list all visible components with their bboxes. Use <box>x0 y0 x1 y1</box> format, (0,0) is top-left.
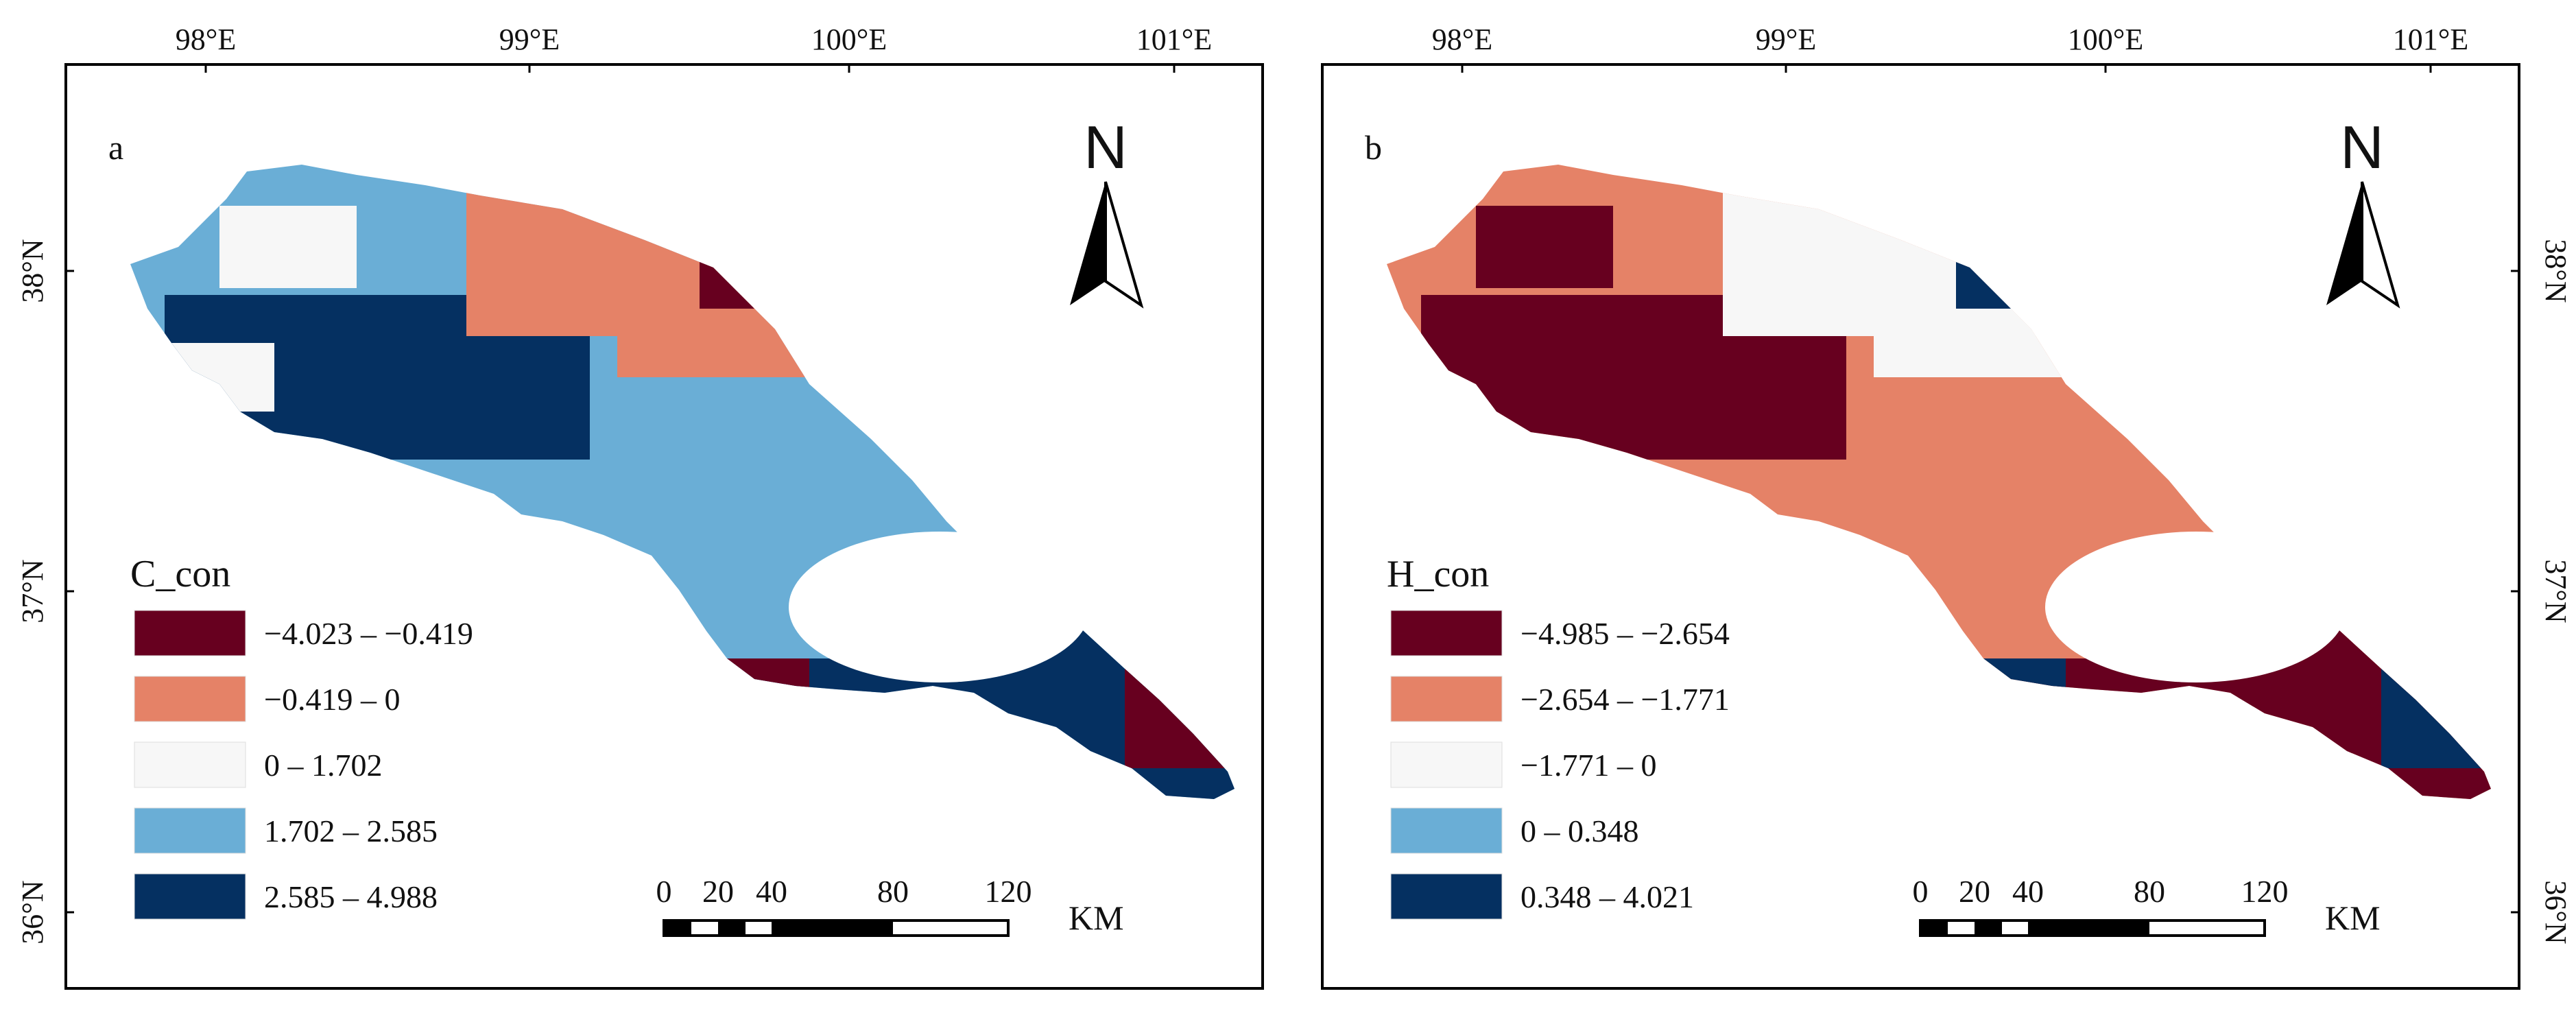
legend-label: −4.985 – −2.654 <box>1520 616 1730 651</box>
north-label: N <box>2340 113 2384 181</box>
panel-b: b 98°E 99°E 100°E 101°E 38°N 37°N 36°N <box>1321 23 2573 990</box>
region-patch <box>1476 206 1613 288</box>
scale-tick: 120 <box>2241 874 2289 909</box>
legend: H_con −4.985 – −2.654 −2.654 – −1.771 −1… <box>1387 553 1730 920</box>
scale-unit: KM <box>1069 899 1124 937</box>
north-arrow: N <box>2326 113 2400 309</box>
legend-label: −0.419 – 0 <box>264 682 400 717</box>
lat-tick-37: 37°N <box>16 559 49 623</box>
lat-tick-38: 38°N <box>16 239 49 302</box>
scale-tick: 20 <box>702 874 734 909</box>
lat-tick-36: 36°N <box>16 880 49 944</box>
legend-label: −4.023 – −0.419 <box>264 616 473 651</box>
legend-swatch <box>134 676 246 722</box>
legend-label: 0 – 0.348 <box>1520 813 1639 848</box>
north-label: N <box>1084 113 1128 181</box>
panel-letter: b <box>1365 128 1382 167</box>
legend-swatch <box>1390 873 1503 920</box>
legend-swatch <box>134 873 246 920</box>
panel-letter: a <box>108 128 123 167</box>
scale-tick: 120 <box>985 874 1032 909</box>
lat-tick-37: 37°N <box>2539 559 2573 623</box>
lon-tick-98: 98°E <box>176 23 236 56</box>
legend-swatch <box>1390 676 1503 722</box>
lon-tick-100: 100°E <box>811 23 887 56</box>
legend-label: 0 – 1.702 <box>264 748 383 783</box>
scale-bar: 0 20 40 80 120 KM <box>656 874 1124 937</box>
legend-swatch <box>1390 741 1503 788</box>
legend-title: H_con <box>1387 553 1489 595</box>
lon-tick-100: 100°E <box>2068 23 2143 56</box>
legend-title: C_con <box>130 553 230 595</box>
scale-unit: KM <box>2325 899 2381 937</box>
scale-tick: 0 <box>1913 874 1929 909</box>
lon-tick-99: 99°E <box>1756 23 1816 56</box>
scale-tick: 20 <box>1959 874 1990 909</box>
lon-tick-101: 101°E <box>2393 23 2468 56</box>
panel-a: a 98°E 99°E 100°E 101°E 38°N 37°N 36°N <box>16 23 1264 990</box>
scale-tick: 80 <box>2134 874 2165 909</box>
legend-swatch <box>134 741 246 788</box>
legend-swatch <box>134 807 246 854</box>
legend-swatch <box>134 610 246 656</box>
legend-label: −2.654 – −1.771 <box>1520 682 1730 717</box>
scale-tick: 80 <box>877 874 909 909</box>
lon-tick-101: 101°E <box>1136 23 1212 56</box>
scale-tick: 0 <box>656 874 672 909</box>
lat-tick-38: 38°N <box>2539 239 2573 302</box>
lake <box>789 532 1090 682</box>
legend-swatch <box>1390 807 1503 854</box>
lon-tick-99: 99°E <box>499 23 560 56</box>
scale-tick: 40 <box>756 874 787 909</box>
lat-tick-36: 36°N <box>2539 880 2573 944</box>
scale-tick: 40 <box>2012 874 2044 909</box>
legend-label: −1.771 – 0 <box>1520 748 1656 783</box>
north-arrow: N <box>1070 113 1144 309</box>
legend-label: 1.702 – 2.585 <box>264 813 438 848</box>
legend-swatch <box>1390 610 1503 656</box>
region-patch <box>219 206 357 288</box>
legend: C_con −4.023 – −0.419 −0.419 – 0 0 – 1.7… <box>130 553 473 920</box>
legend-label: 0.348 – 4.021 <box>1520 879 1694 914</box>
lon-tick-98: 98°E <box>1432 23 1492 56</box>
lake <box>2045 532 2347 682</box>
legend-label: 2.585 – 4.988 <box>264 879 438 914</box>
scale-bar: 0 20 40 80 120 KM <box>1913 874 2381 937</box>
